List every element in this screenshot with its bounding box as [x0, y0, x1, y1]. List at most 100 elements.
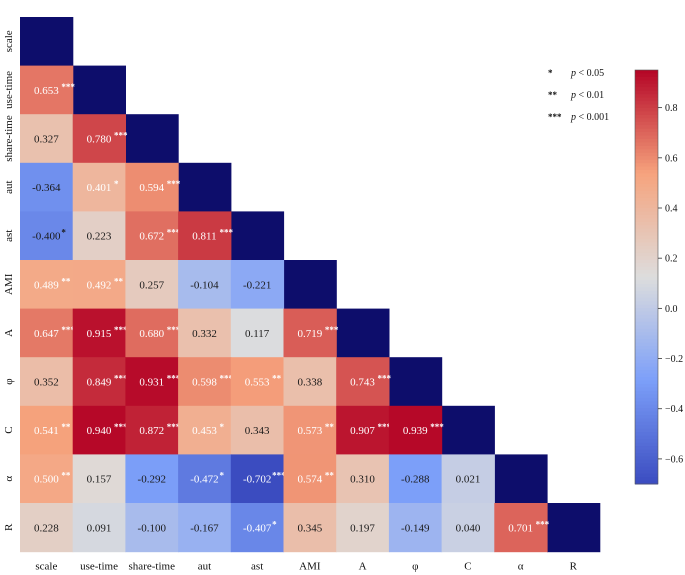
- x-tick-label-φ: φ: [412, 561, 418, 573]
- colorbar-segment: [635, 259, 658, 264]
- colorbar-segment: [635, 477, 658, 482]
- significance-stars: ***: [167, 228, 181, 238]
- colorbar-segment: [635, 377, 658, 381]
- cell-α-share-time: [125, 454, 179, 504]
- cell-value-label: -0.292: [138, 474, 166, 486]
- colorbar-segment: [635, 111, 658, 116]
- cell-use-time-scale: [20, 65, 74, 115]
- colorbar-segment: [635, 87, 658, 92]
- cell-value-label: -0.100: [138, 522, 167, 534]
- significance-stars: **: [272, 374, 282, 384]
- legend-p-label: p < 0.01: [570, 90, 604, 101]
- significance-stars: ***: [114, 374, 128, 384]
- significance-stars: **: [61, 422, 71, 432]
- significance-legend: * p < 0.05 ** p < 0.01 *** p < 0.001: [548, 68, 609, 123]
- significance-stars: ***: [61, 325, 75, 335]
- x-tick-label-α: α: [518, 561, 524, 573]
- colorbar-segment: [635, 342, 658, 347]
- colorbar-segment: [635, 232, 658, 237]
- colorbar-segment: [635, 415, 658, 419]
- colorbar-segment: [635, 442, 658, 447]
- colorbar-segment: [635, 176, 658, 181]
- colorbar-segment: [635, 373, 658, 378]
- colorbar-segment: [635, 242, 658, 247]
- colorbar-segment: [635, 266, 658, 271]
- cell-value-label: -0.104: [190, 279, 219, 291]
- significance-stars: ***: [114, 422, 128, 432]
- colorbar-segment: [635, 194, 658, 199]
- colorbar-segment: [635, 101, 658, 105]
- colorbar-segment: [635, 76, 658, 81]
- cell-α-scale: [20, 454, 74, 504]
- significance-stars: ***: [378, 422, 392, 432]
- colorbar-segment: [635, 418, 658, 423]
- cell-value-label: 0.257: [139, 279, 164, 291]
- colorbar-segment: [635, 73, 658, 78]
- cell-value-label: 0.653: [34, 85, 59, 97]
- legend-symbol: *: [548, 68, 553, 78]
- colorbar-frame: [634, 69, 659, 485]
- colorbar-segment: [635, 408, 658, 413]
- cell-value-label: 0.040: [456, 522, 481, 534]
- cell-value-label: 0.021: [456, 474, 481, 486]
- colorbar-segment: [635, 311, 658, 316]
- cell-value-label: 0.872: [139, 425, 164, 437]
- significance-stars: ***: [219, 374, 233, 384]
- colorbar-segment: [635, 449, 658, 454]
- colorbar-tick-label: −0.4: [665, 404, 683, 415]
- cell-A-share-time: [125, 308, 179, 358]
- colorbar-segment: [635, 97, 658, 102]
- y-tick-label-share-time: share-time: [3, 115, 15, 162]
- legend-symbol: **: [548, 90, 558, 100]
- colorbar-segment: [635, 221, 658, 226]
- significance-stars: ***: [167, 374, 181, 384]
- colorbar-segment: [635, 214, 658, 219]
- x-tick-label-share-time: share-time: [129, 561, 176, 573]
- colorbar-segment: [635, 201, 658, 206]
- significance-stars: **: [325, 422, 335, 432]
- colorbar-segment: [635, 163, 658, 168]
- significance-stars: ***: [167, 422, 181, 432]
- cell-α-aut: [178, 454, 232, 504]
- cell-value-label: 0.332: [192, 328, 217, 340]
- cell-value-label: -0.364: [32, 182, 61, 194]
- cell-C-φ: [388, 405, 443, 455]
- y-tick-label-α: α: [3, 476, 15, 482]
- colorbar: −0.6 −0.4 −0.2 0.0 0.2 0.4 0.6 0.8: [634, 69, 683, 485]
- cell-C-ast: [230, 405, 285, 455]
- colorbar-segment: [635, 394, 658, 399]
- colorbar-segment: [635, 228, 658, 233]
- cell-value-label: 0.672: [139, 231, 164, 243]
- colorbar-segment: [635, 397, 658, 402]
- cell-value-label: -0.400: [32, 231, 61, 243]
- colorbar-segment: [635, 463, 658, 468]
- cell-R-ast: [230, 503, 285, 553]
- colorbar-segment: [635, 118, 658, 123]
- colorbar-segment: [635, 263, 658, 268]
- cell-value-label: -0.149: [401, 522, 430, 534]
- significance-stars: *: [114, 179, 119, 189]
- colorbar-segment: [635, 70, 658, 74]
- cell-R-aut: [178, 503, 232, 553]
- colorbar-segment: [635, 359, 658, 364]
- x-tick-label-use-time: use-time: [80, 561, 118, 573]
- cell-A-use-time: [72, 308, 126, 358]
- significance-stars: **: [61, 276, 71, 286]
- colorbar-segment: [635, 383, 658, 388]
- diagonal-cell-AMI: [283, 260, 337, 310]
- colorbar-segment: [635, 421, 658, 426]
- colorbar-segment: [635, 328, 658, 333]
- cell-aut-scale: [20, 162, 74, 212]
- cell-value-label: 0.743: [350, 377, 375, 389]
- cell-value-label: 0.573: [297, 425, 322, 437]
- diagonal-cell-share-time: [125, 114, 179, 164]
- cell-value-label: -0.472: [190, 474, 218, 486]
- cell-aut-use-time: [72, 162, 126, 212]
- cell-C-AMI: [283, 405, 337, 455]
- y-tick-label-aut: aut: [3, 180, 15, 193]
- cell-ast-scale: [20, 211, 74, 261]
- cell-AMI-share-time: [125, 260, 179, 310]
- significance-stars: ***: [272, 471, 286, 481]
- cell-value-label: 0.940: [87, 425, 112, 437]
- cell-value-label: 0.228: [34, 522, 59, 534]
